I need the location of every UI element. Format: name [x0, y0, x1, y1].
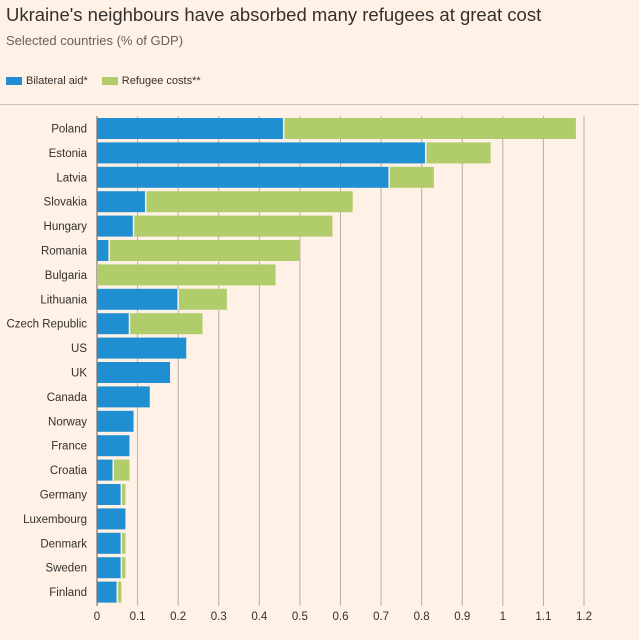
bar-norway-bilateral-aid: [97, 410, 134, 432]
x-tick-label-1-1: 1.1: [535, 611, 551, 623]
bar-finland-refugee-costs: [117, 581, 122, 603]
x-tick-label-0-7: 0.7: [373, 611, 389, 623]
bar-finland-bilateral-aid: [97, 581, 118, 603]
legend: Bilateral aid* Refugee costs**: [6, 74, 215, 88]
x-tick-label-1: 1: [500, 611, 506, 623]
category-label-uk: UK: [71, 368, 87, 380]
x-tick-label-0-1: 0.1: [130, 611, 146, 623]
bar-lithuania-refugee-costs: [178, 288, 227, 310]
chart-title: Ukraine's neighbours have absorbed many …: [6, 4, 542, 25]
bar-denmark-bilateral-aid: [97, 532, 122, 554]
bar-hungary-bilateral-aid: [97, 215, 134, 237]
bar-uk-bilateral-aid: [97, 362, 171, 383]
chart-subtitle: Selected countries (% of GDP): [6, 33, 184, 48]
x-tick-label-0-4: 0.4: [251, 611, 268, 623]
bar-croatia-refugee-costs: [113, 459, 130, 481]
bar-slovakia-bilateral-aid: [97, 191, 146, 213]
category-label-estonia: Estonia: [49, 148, 88, 160]
category-label-luxembourg: Luxembourg: [23, 514, 87, 526]
bar-bulgaria-refugee-costs: [97, 264, 276, 286]
bar-estonia-refugee-costs: [425, 142, 491, 164]
category-label-romania: Romania: [41, 246, 88, 258]
x-tick-label-0-5: 0.5: [292, 611, 308, 623]
category-label-france: France: [51, 441, 87, 453]
bar-sweden-bilateral-aid: [97, 557, 122, 579]
bar-poland-refugee-costs: [283, 118, 576, 139]
category-label-us: US: [71, 343, 87, 355]
bar-luxembourg-bilateral-aid: [97, 508, 126, 530]
legend-label-refugee-costs: Refugee costs**: [121, 75, 201, 87]
legend-item-bilateral-aid: Bilateral aid*: [6, 75, 88, 87]
category-label-croatia: Croatia: [50, 465, 88, 477]
legend-swatch-bilateral-aid: [6, 77, 22, 85]
bar-czech-republic-refugee-costs: [129, 313, 203, 335]
bar-romania-refugee-costs: [109, 240, 300, 261]
bar-latvia-refugee-costs: [389, 166, 434, 188]
x-tick-label-0-6: 0.6: [333, 611, 349, 623]
category-label-latvia: Latvia: [56, 172, 87, 184]
x-tick-label-0: 0: [94, 611, 100, 623]
bar-us-bilateral-aid: [97, 337, 187, 359]
bar-france-bilateral-aid: [97, 435, 130, 457]
category-label-denmark: Denmark: [40, 538, 87, 550]
x-tick-label-0-2: 0.2: [170, 611, 186, 623]
bar-germany-refugee-costs: [121, 484, 126, 505]
bar-lithuania-bilateral-aid: [97, 288, 179, 310]
category-label-hungary: Hungary: [44, 221, 88, 233]
bar-hungary-refugee-costs: [133, 215, 333, 237]
x-tick-label-0-8: 0.8: [414, 611, 430, 623]
bar-latvia-bilateral-aid: [97, 166, 390, 188]
category-label-lithuania: Lithuania: [40, 294, 87, 306]
bar-czech-republic-bilateral-aid: [97, 313, 130, 335]
category-label-sweden: Sweden: [45, 563, 87, 575]
legend-swatch-refugee-costs: [101, 77, 118, 85]
category-label-bulgaria: Bulgaria: [45, 270, 88, 282]
x-tick-label-1-2: 1.2: [576, 611, 592, 623]
bar-poland-bilateral-aid: [97, 118, 284, 139]
x-tick-label-0-3: 0.3: [211, 611, 227, 623]
x-tick-label-0-9: 0.9: [454, 611, 470, 623]
bar-germany-bilateral-aid: [97, 484, 122, 505]
category-label-canada: Canada: [47, 392, 88, 404]
bar-croatia-bilateral-aid: [97, 459, 114, 481]
bar-denmark-refugee-costs: [121, 532, 126, 554]
category-label-slovakia: Slovakia: [44, 197, 88, 209]
bar-slovakia-refugee-costs: [145, 191, 353, 213]
category-label-poland: Poland: [51, 124, 87, 136]
category-label-czech-republic: Czech Republic: [6, 319, 87, 331]
header-divider: [0, 104, 639, 105]
bar-romania-bilateral-aid: [97, 240, 110, 261]
category-label-norway: Norway: [48, 416, 87, 428]
category-label-germany: Germany: [40, 490, 88, 502]
category-label-finland: Finland: [49, 587, 87, 599]
bar-sweden-refugee-costs: [121, 557, 126, 579]
legend-label-bilateral-aid: Bilateral aid*: [26, 75, 88, 87]
bar-canada-bilateral-aid: [97, 386, 150, 408]
bar-estonia-bilateral-aid: [97, 142, 426, 164]
legend-item-refugee-costs: Refugee costs**: [101, 75, 201, 87]
